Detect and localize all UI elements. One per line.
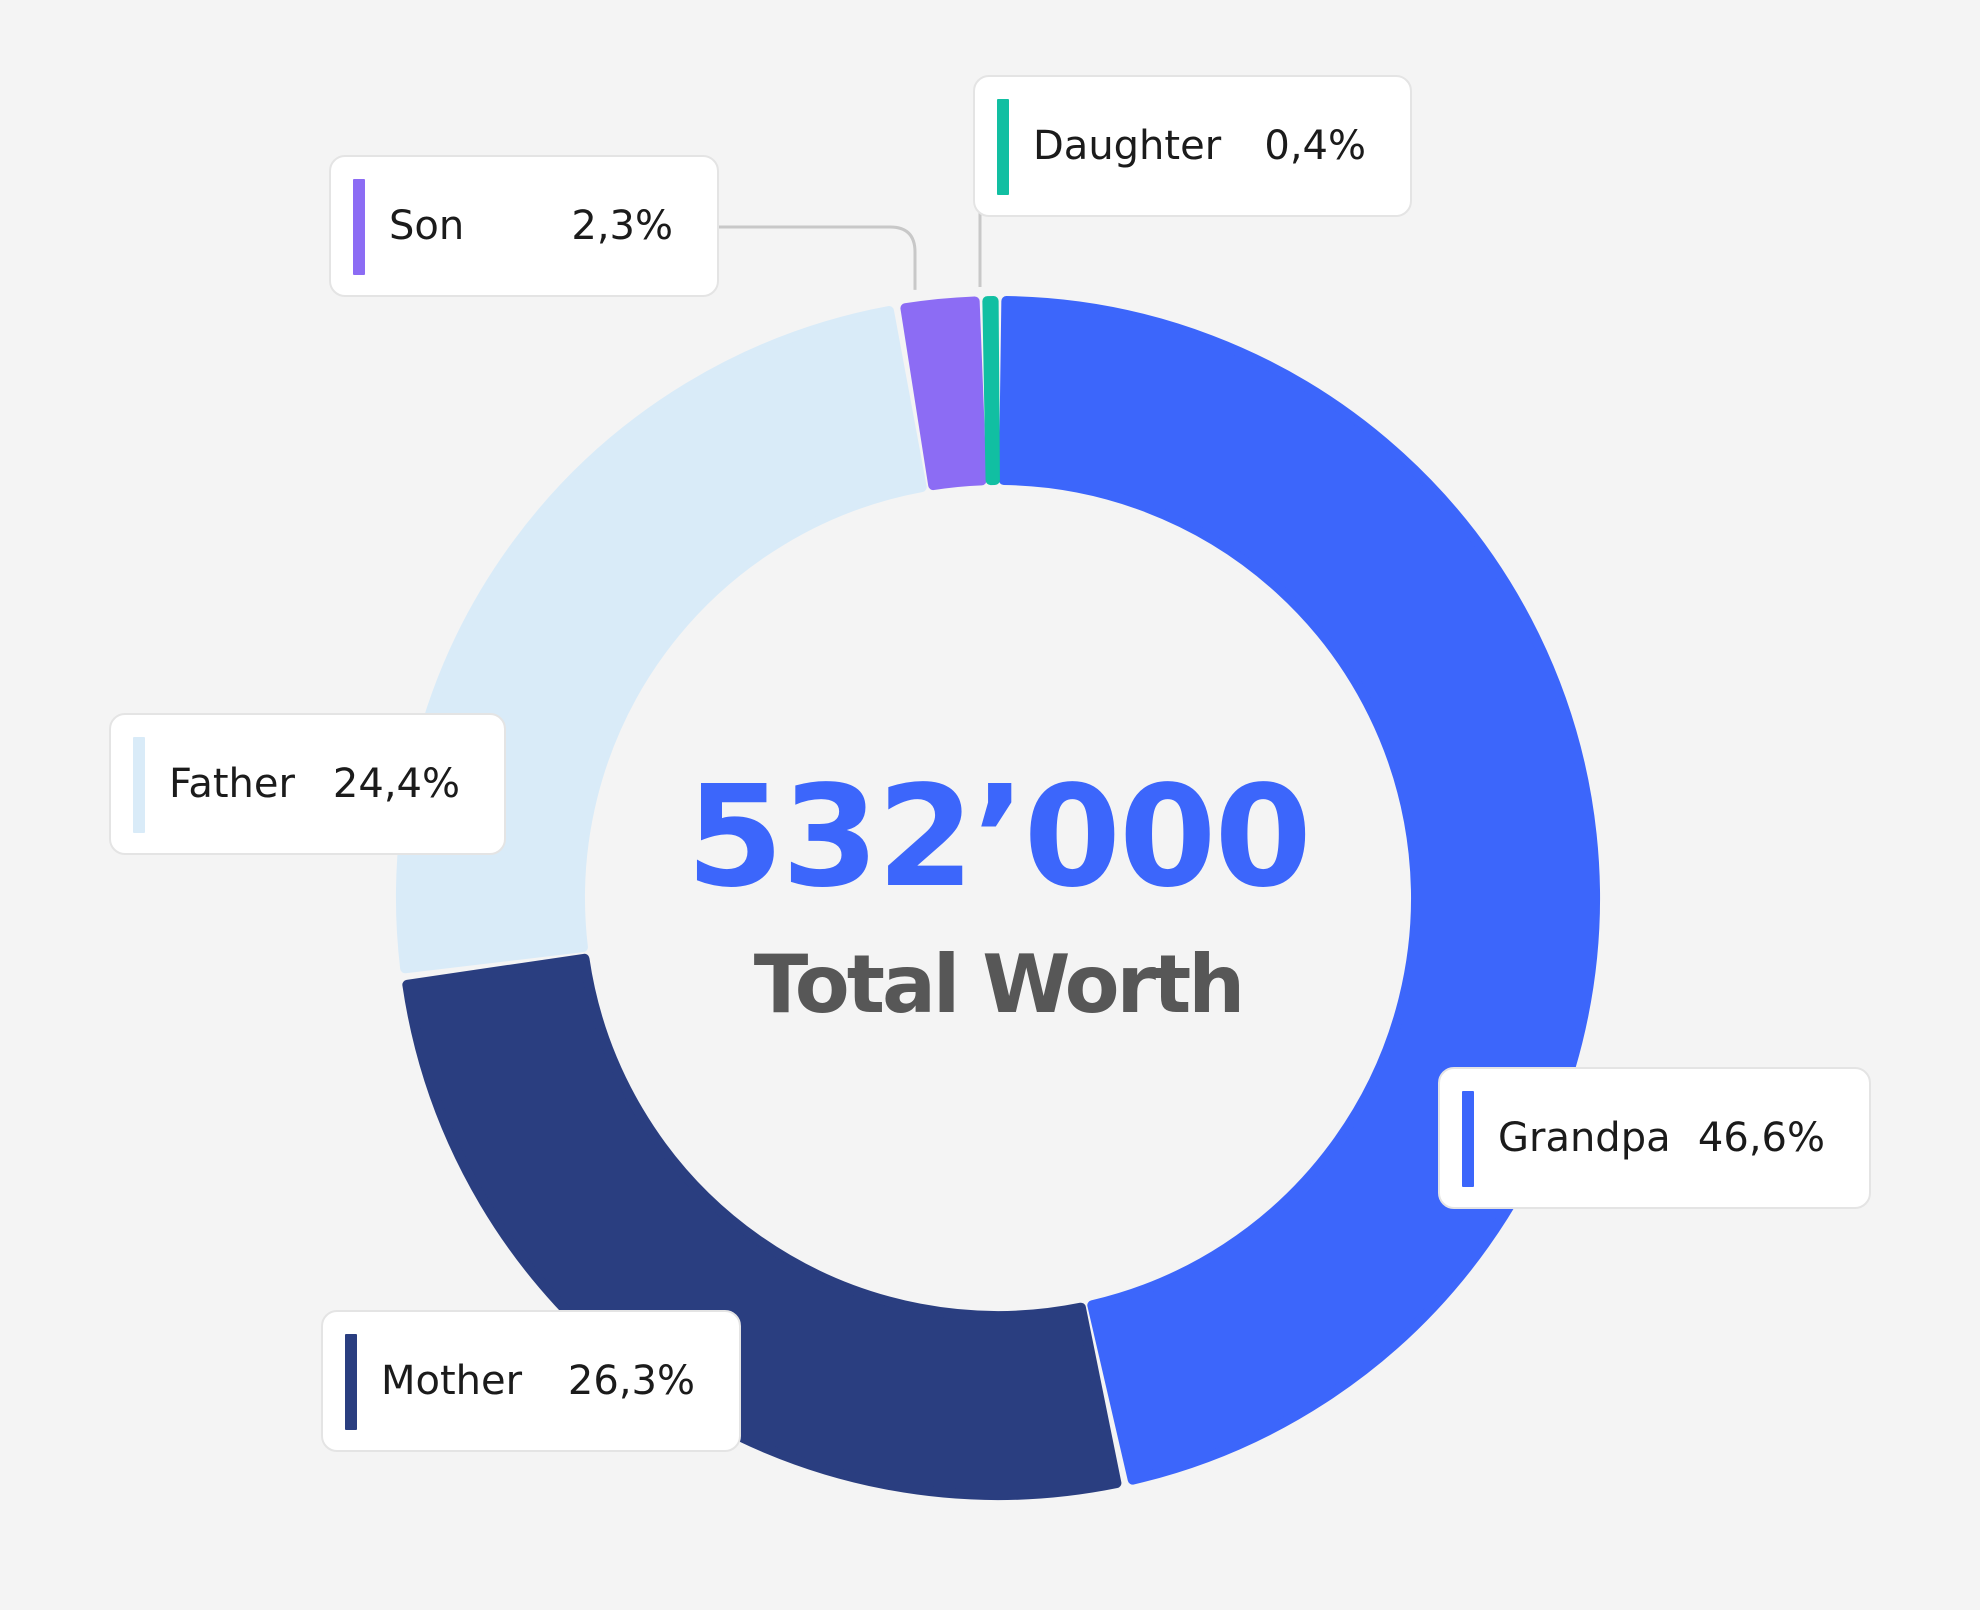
slice-father[interactable] bbox=[396, 306, 927, 974]
slice-son[interactable] bbox=[900, 296, 987, 491]
legend-card-grandpa: Grandpa 46,6% bbox=[1438, 1067, 1871, 1209]
legend-value-mother: 26,3% bbox=[567, 1358, 695, 1404]
legend-swatch-grandpa bbox=[1462, 1091, 1474, 1187]
total-value: 532’000 bbox=[686, 756, 1310, 919]
legend-label-daughter: Daughter bbox=[1033, 123, 1222, 169]
legend-card-mother: Mother 26,3% bbox=[321, 1310, 741, 1452]
legend-card-son: Son 2,3% bbox=[329, 155, 719, 297]
legend-swatch-mother bbox=[345, 1334, 357, 1430]
legend-value-grandpa: 46,6% bbox=[1697, 1115, 1825, 1161]
legend-swatch-daughter bbox=[997, 99, 1009, 195]
legend-card-daughter: Daughter 0,4% bbox=[973, 75, 1412, 217]
legend-swatch-father bbox=[133, 737, 145, 833]
legend-card-father: Father 24,4% bbox=[109, 713, 506, 855]
legend-value-father: 24,4% bbox=[332, 761, 460, 807]
slice-daughter[interactable] bbox=[982, 296, 1000, 486]
leader-lines bbox=[719, 212, 982, 290]
legend-swatch-son bbox=[353, 179, 365, 275]
legend-value-son: 2,3% bbox=[571, 203, 673, 249]
legend-label-grandpa: Grandpa bbox=[1498, 1115, 1671, 1161]
total-label: Total Worth bbox=[754, 938, 1242, 1031]
leader-line-son bbox=[719, 225, 917, 290]
legend-label-son: Son bbox=[389, 203, 465, 249]
legend-label-mother: Mother bbox=[381, 1358, 523, 1404]
legend-value-daughter: 0,4% bbox=[1264, 123, 1366, 169]
legend-label-father: Father bbox=[169, 761, 295, 807]
slice-mother[interactable] bbox=[402, 953, 1122, 1500]
